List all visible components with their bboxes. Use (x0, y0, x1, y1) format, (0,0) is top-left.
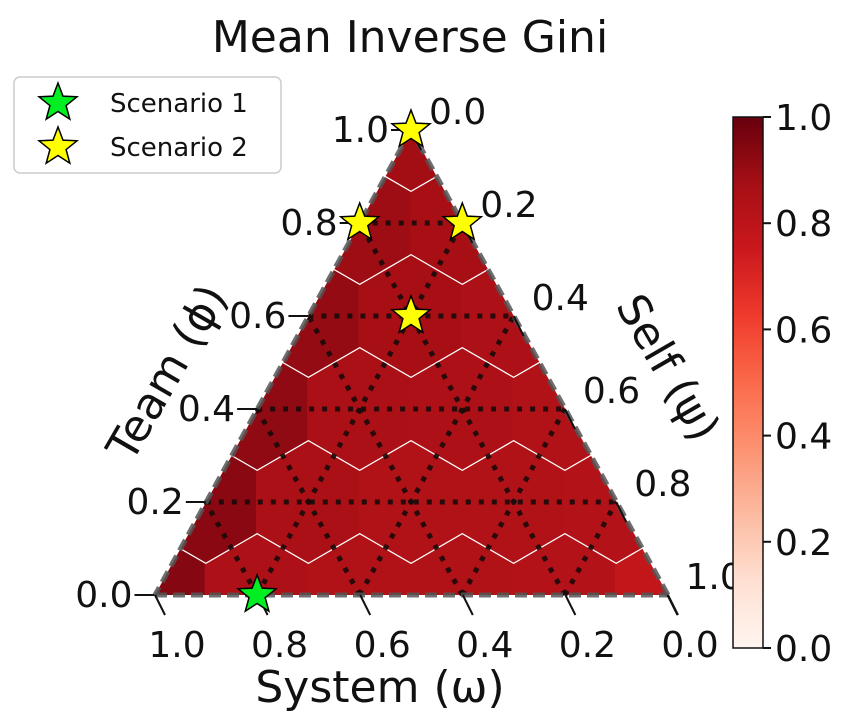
team-tick-label-0: 0.0 (75, 575, 132, 616)
colorbar-gradient (732, 116, 764, 649)
team-tick-label-1: 0.2 (127, 482, 184, 523)
grid-self-0.4 (357, 314, 516, 597)
scenario-2-star-0 (389, 107, 433, 148)
legend: Scenario 1 Scenario 2 (13, 76, 282, 174)
grid-lines (203, 220, 619, 597)
self-tick-label-3: 0.6 (583, 371, 640, 412)
scenario-1-star-0 (236, 572, 279, 613)
colorbar-tick-label-1: 0.2 (775, 523, 832, 564)
triangle-frame (152, 128, 671, 598)
grid-system-0.6 (254, 407, 362, 597)
system-tick-mark-3 (461, 594, 474, 616)
system-tick-label-2: 0.6 (354, 625, 411, 666)
frame-edge-left (152, 128, 414, 597)
chart-title: Mean Inverse Gini (212, 12, 608, 63)
self-tick-mark-4 (615, 501, 628, 523)
scenario-markers (236, 107, 484, 613)
self-tick-label-1: 0.2 (480, 185, 537, 226)
scenario-2-star-1 (338, 200, 381, 241)
self-tick-label-0: 0.0 (429, 92, 486, 133)
system-tick-mark-2 (359, 594, 372, 616)
colorbar-tick-label-3: 0.6 (775, 310, 832, 351)
self-tick-mark-2 (512, 315, 525, 337)
team-tick-label-2: 0.4 (178, 389, 235, 430)
colorbar: 0.0 0.2 0.4 0.6 0.8 1.0 (732, 98, 832, 670)
self-tick-label-2: 0.4 (532, 278, 589, 319)
legend-label-scenario-1: Scenario 1 (110, 89, 248, 119)
grid-self-0.6 (460, 407, 568, 597)
scenario-2-star-3 (389, 293, 433, 334)
system-tick-mark-4 (564, 594, 577, 616)
system-tick-label-1: 0.8 (251, 625, 308, 666)
self-tick-mark-3 (564, 408, 576, 430)
system-axis-label: System (ω) (255, 662, 504, 713)
system-tick-label-0: 1.0 (148, 625, 205, 666)
system-tick-label-4: 0.2 (559, 625, 616, 666)
grid-system-0.8 (203, 500, 260, 597)
legend-star-scenario-1 (36, 80, 80, 121)
colorbar-tick-label-2: 0.4 (775, 417, 832, 458)
colorbar-tick-label-5: 1.0 (775, 98, 832, 139)
colorbar-tick-label-4: 0.8 (775, 204, 832, 245)
team-axis-label: Team (ϕ) (96, 276, 237, 470)
grid-system-0.4 (306, 314, 465, 597)
system-tick-mark-5 (667, 594, 679, 616)
legend-star-scenario-2 (36, 124, 80, 165)
self-axis-label: Self (ψ) (605, 286, 729, 450)
legend-label-scenario-2: Scenario 2 (110, 133, 248, 163)
self-tick-label-4: 0.8 (634, 464, 691, 505)
axis-ticks: 0.00.20.40.60.81.0 0.00.20.40.60.81.01.0 0… (75, 92, 743, 666)
colorbar-tick-label-0: 0.0 (775, 629, 832, 670)
team-tick-label-3: 0.6 (229, 296, 286, 337)
system-tick-label-3: 0.4 (456, 625, 513, 666)
legend-box (13, 76, 282, 174)
colorbar-ticks: 0.0 0.2 0.4 0.6 0.8 1.0 (763, 98, 832, 670)
grid-self-0.8 (562, 500, 619, 597)
scenario-2-star-2 (441, 200, 484, 241)
system-tick-mark-0 (154, 594, 166, 616)
heatmap-cell-5 (615, 534, 668, 595)
team-tick-label-4: 0.8 (280, 203, 337, 244)
frame-edge-right (408, 128, 671, 597)
system-tick-label-5: 0.0 (661, 625, 718, 666)
team-tick-label-5: 1.0 (332, 110, 389, 151)
